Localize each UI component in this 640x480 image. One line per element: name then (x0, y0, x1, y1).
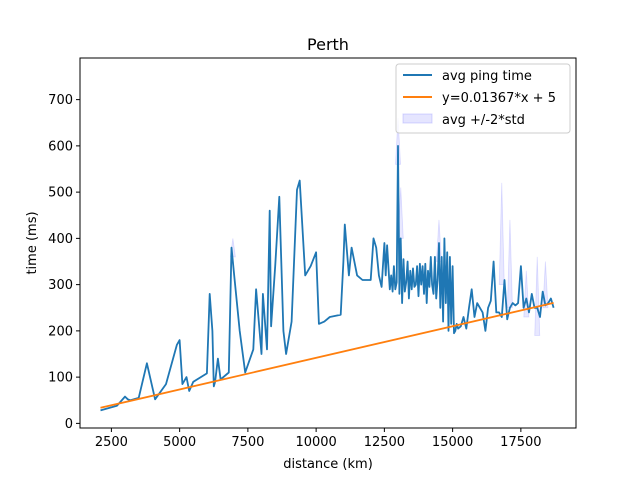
std-band-spike (534, 256, 541, 336)
legend-box (395, 63, 571, 134)
y-tick-label: 700 (48, 93, 73, 108)
series-layer (100, 145, 555, 412)
x-tick-label: 7500 (231, 435, 264, 450)
y-axis-ticks: 0 100 200 300 400 500 600 700 (48, 93, 80, 432)
fit-line (100, 301, 554, 409)
y-tick-label: 100 (48, 371, 73, 386)
x-tick-label: 15000 (432, 435, 473, 450)
chart-title: Perth (307, 35, 349, 54)
y-tick-label: 200 (48, 324, 73, 339)
legend-label-avg: avg ping time (442, 69, 532, 84)
y-tick-label: 0 (65, 417, 73, 432)
y-tick-label: 500 (48, 186, 73, 201)
x-tick-label: 17500 (500, 435, 541, 450)
legend-label-fit: y=0.01367*x + 5 (442, 91, 556, 106)
legend-swatch-band (402, 113, 433, 124)
y-tick-label: 400 (48, 232, 73, 247)
plot-frame (79, 57, 577, 429)
std-band-layer (229, 118, 549, 336)
x-tick-label: 5000 (163, 435, 196, 450)
x-axis-ticks: 2500 5000 7500 10000 12500 15000 17500 (95, 428, 542, 450)
x-tick-label: 10000 (295, 435, 336, 450)
std-band-spike (498, 182, 505, 286)
avg-ping-line (100, 145, 555, 412)
x-tick-label: 12500 (364, 435, 405, 450)
y-tick-label: 300 (48, 278, 73, 293)
x-tick-label: 2500 (95, 435, 128, 450)
plot-area (100, 118, 555, 412)
x-axis-title: distance (km) (283, 457, 373, 472)
y-axis-title: time (ms) (25, 211, 40, 274)
legend: avg ping time y=0.01367*x + 5 avg +/-2*s… (395, 63, 571, 134)
y-tick-label: 600 (48, 139, 73, 154)
legend-label-band: avg +/-2*std (442, 113, 525, 128)
